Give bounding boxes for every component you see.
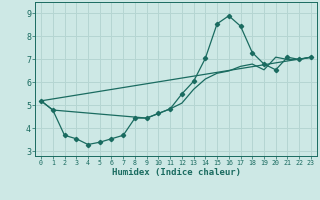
X-axis label: Humidex (Indice chaleur): Humidex (Indice chaleur) bbox=[111, 168, 241, 177]
